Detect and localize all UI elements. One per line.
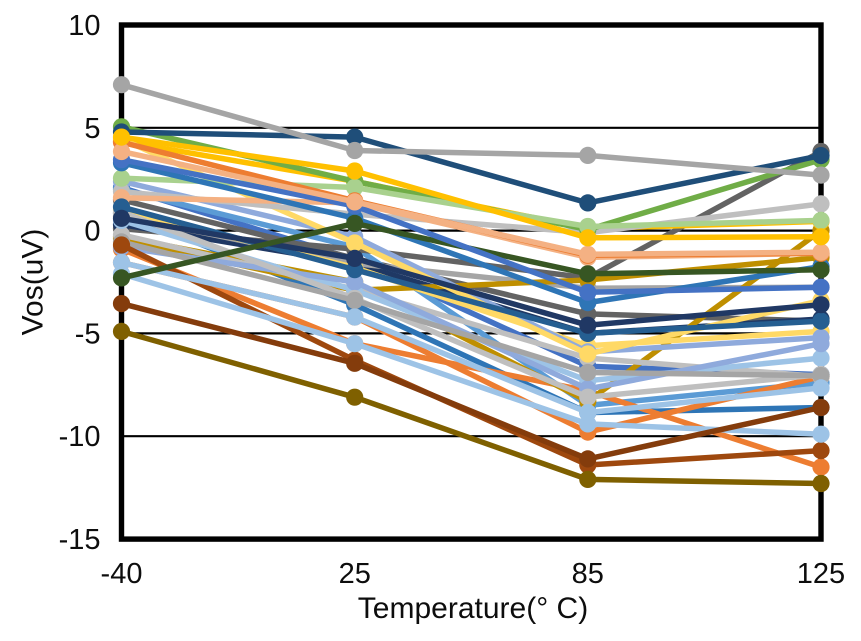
svg-text:125: 125 xyxy=(797,558,845,590)
svg-text:0: 0 xyxy=(84,216,100,248)
svg-text:Temperature(° C): Temperature(° C) xyxy=(358,592,588,625)
svg-text:-5: -5 xyxy=(75,318,101,350)
svg-text:Vos(uV): Vos(uV) xyxy=(17,229,50,336)
svg-text:25: 25 xyxy=(339,558,371,590)
svg-text:-40: -40 xyxy=(101,558,143,590)
svg-text:-15: -15 xyxy=(59,524,101,556)
svg-text:5: 5 xyxy=(84,113,100,145)
svg-text:-10: -10 xyxy=(59,421,101,453)
svg-text:85: 85 xyxy=(572,558,604,590)
svg-text:10: 10 xyxy=(68,10,100,42)
